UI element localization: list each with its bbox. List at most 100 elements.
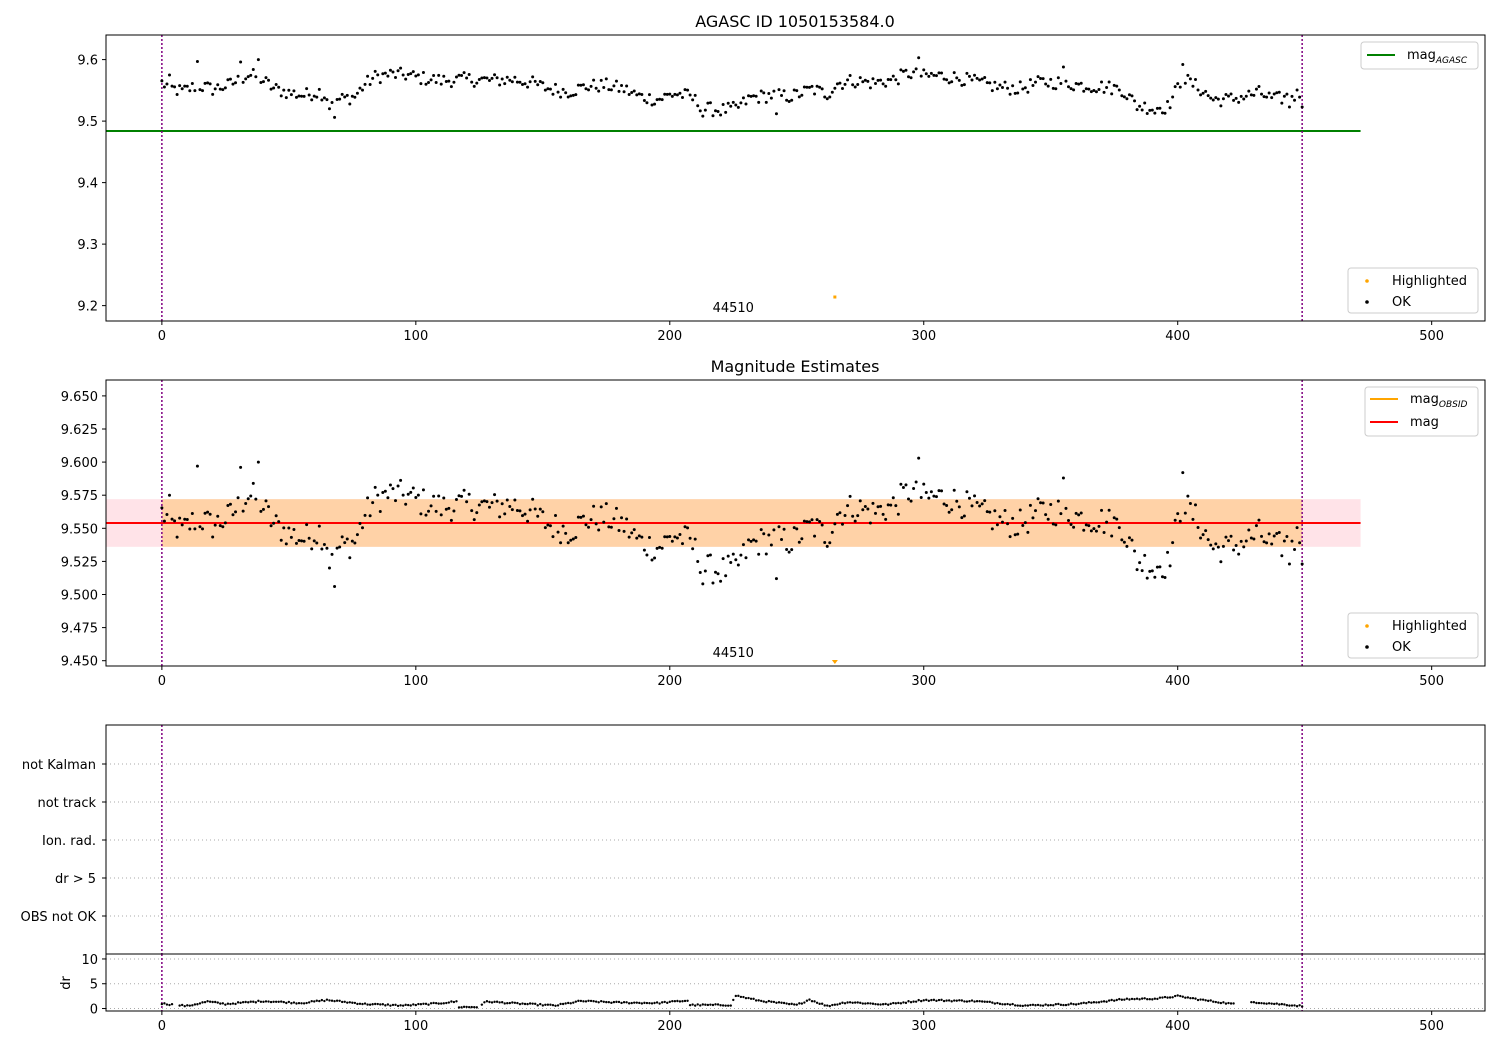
ok-point bbox=[264, 499, 268, 503]
y-tick-label: 9.6 bbox=[77, 54, 98, 69]
ok-point bbox=[1059, 82, 1063, 86]
dr-point bbox=[1275, 1002, 1278, 1005]
ok-point bbox=[576, 83, 580, 87]
dr-point bbox=[567, 1001, 570, 1005]
ok-point bbox=[602, 520, 606, 524]
ok-point bbox=[1074, 511, 1078, 515]
ok-point bbox=[216, 83, 220, 87]
dr-point bbox=[706, 1003, 710, 1007]
ok-point bbox=[358, 86, 362, 90]
ok-point bbox=[312, 94, 316, 98]
dr-point bbox=[363, 1002, 367, 1005]
ok-point bbox=[188, 89, 192, 93]
ok-point bbox=[267, 505, 271, 509]
ok-point bbox=[693, 537, 697, 541]
ok-point bbox=[955, 499, 959, 503]
ok-point bbox=[467, 492, 471, 496]
plot-bg bbox=[106, 725, 1485, 954]
ok-point bbox=[584, 87, 588, 91]
dr-point bbox=[358, 1002, 362, 1005]
dr-point bbox=[874, 1002, 877, 1006]
ok-point bbox=[876, 78, 880, 82]
dr-point bbox=[198, 1002, 202, 1005]
dr-point bbox=[485, 1000, 489, 1003]
dr-point bbox=[785, 1002, 788, 1005]
dr-point bbox=[772, 1000, 776, 1004]
dr-point bbox=[1125, 997, 1129, 1000]
ok-point bbox=[736, 105, 740, 109]
ok-point bbox=[1094, 90, 1098, 94]
dr-point bbox=[1191, 996, 1195, 1000]
ok-point bbox=[1168, 564, 1172, 568]
ok-point bbox=[1089, 90, 1093, 94]
ok-point bbox=[221, 88, 225, 92]
dr-point bbox=[721, 1004, 725, 1007]
dr-point bbox=[635, 1001, 638, 1004]
ok-point bbox=[820, 87, 824, 91]
ok-point bbox=[368, 83, 372, 87]
x-tick-label: 300 bbox=[911, 1019, 936, 1034]
dr-point bbox=[1026, 1004, 1030, 1007]
dr-point bbox=[719, 1004, 722, 1007]
y-tick-label: 9.550 bbox=[61, 522, 98, 537]
ok-point bbox=[1084, 87, 1088, 91]
ok-point bbox=[736, 563, 740, 567]
dr-point bbox=[429, 1002, 433, 1005]
ok-point bbox=[482, 499, 486, 503]
ok-point bbox=[315, 541, 319, 545]
ok-point bbox=[886, 503, 890, 507]
ok-point bbox=[424, 513, 428, 517]
ok-point bbox=[439, 513, 443, 517]
ok-point bbox=[404, 502, 408, 506]
ok-point bbox=[1186, 494, 1190, 498]
ok-point bbox=[381, 490, 385, 494]
ok-point bbox=[868, 86, 872, 90]
dr-point bbox=[1204, 999, 1207, 1002]
dr-point bbox=[795, 1003, 798, 1006]
dr-point bbox=[399, 1004, 402, 1007]
dr-point bbox=[983, 1000, 986, 1003]
ok-point bbox=[1000, 85, 1004, 89]
ok-point bbox=[518, 80, 522, 84]
ok-point bbox=[813, 92, 817, 96]
ok-point bbox=[569, 538, 573, 542]
dr-point bbox=[767, 999, 771, 1003]
ok-point bbox=[241, 509, 245, 513]
ok-point bbox=[1188, 502, 1192, 506]
ok-point bbox=[599, 78, 603, 82]
ok-point bbox=[1097, 524, 1101, 528]
ok-point bbox=[437, 494, 441, 498]
ok-point bbox=[792, 526, 796, 530]
legend-frame bbox=[1347, 612, 1479, 659]
ok-point bbox=[228, 502, 232, 506]
ok-point bbox=[498, 83, 502, 87]
dr-point bbox=[1029, 1003, 1032, 1007]
dr-point bbox=[638, 1001, 641, 1005]
dr-point bbox=[498, 1001, 501, 1004]
ok-point bbox=[919, 496, 923, 500]
ok-point bbox=[482, 76, 486, 80]
ok-point bbox=[620, 83, 624, 87]
ok-point bbox=[493, 73, 497, 77]
ok-point bbox=[675, 93, 679, 97]
ok-point bbox=[185, 84, 189, 88]
ok-point bbox=[1293, 98, 1297, 102]
ok-point bbox=[294, 95, 298, 99]
dr-point bbox=[1074, 1003, 1078, 1006]
ok-point bbox=[980, 77, 984, 81]
ok-point bbox=[487, 79, 491, 83]
ok-point bbox=[416, 493, 420, 497]
ok-point bbox=[503, 512, 507, 516]
dr-point bbox=[206, 1000, 209, 1003]
ok-point bbox=[195, 464, 199, 468]
ok-point bbox=[663, 92, 667, 96]
dr-point bbox=[267, 1000, 270, 1003]
dr-point bbox=[310, 999, 313, 1003]
ok-point bbox=[835, 82, 839, 86]
dr-point bbox=[953, 999, 956, 1002]
dr-point bbox=[384, 1004, 387, 1007]
dr-point bbox=[488, 1000, 491, 1004]
ok-point bbox=[526, 85, 530, 89]
dr-point bbox=[587, 999, 590, 1002]
ok-point bbox=[1006, 522, 1010, 526]
